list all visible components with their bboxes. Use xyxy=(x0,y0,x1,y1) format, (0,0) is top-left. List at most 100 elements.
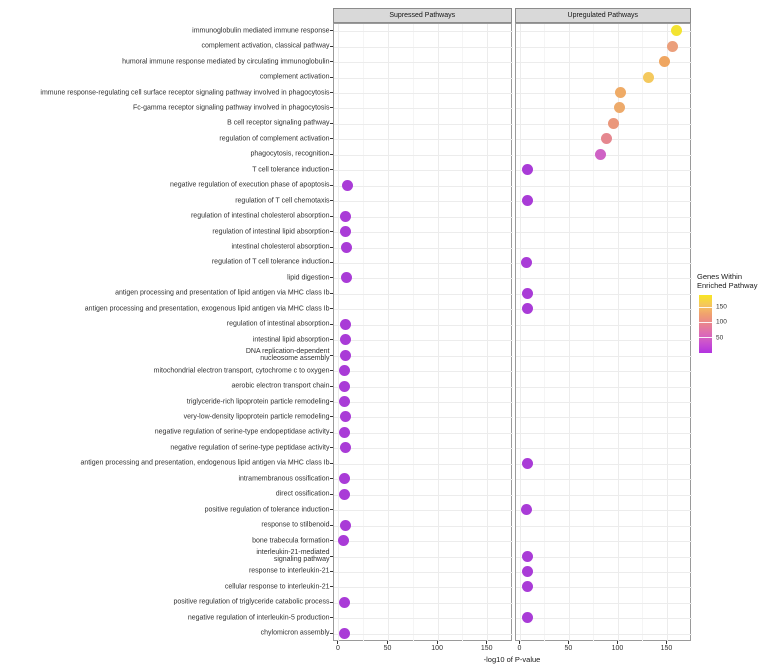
y-axis-tick xyxy=(330,184,333,186)
pathway-label: immunoglobulin mediated immune response xyxy=(192,27,330,35)
data-point[interactable] xyxy=(613,102,625,114)
y-axis-tick xyxy=(330,601,333,603)
data-point[interactable] xyxy=(341,272,353,284)
data-point[interactable] xyxy=(340,411,352,423)
pathway-label: very-low-density lipoprotein particle re… xyxy=(183,413,330,421)
data-point[interactable] xyxy=(340,318,352,330)
gridline-vertical-minor xyxy=(544,24,546,642)
data-point[interactable] xyxy=(340,519,352,531)
data-point[interactable] xyxy=(340,349,352,361)
data-point[interactable] xyxy=(520,256,532,268)
y-axis-tick xyxy=(330,416,333,418)
data-point[interactable] xyxy=(340,334,352,346)
y-axis-tick xyxy=(330,555,333,557)
data-point[interactable] xyxy=(521,565,533,577)
data-point[interactable] xyxy=(670,25,682,37)
data-point[interactable] xyxy=(608,117,620,129)
data-point[interactable] xyxy=(521,287,533,299)
legend-colorbar-tick xyxy=(699,306,712,308)
data-point[interactable] xyxy=(659,56,671,68)
legend-colorbar-tick xyxy=(699,337,712,339)
gridline-horizontal xyxy=(515,510,692,512)
gridline-horizontal xyxy=(334,340,513,342)
gridline-horizontal xyxy=(515,278,692,280)
gridline-horizontal xyxy=(334,494,513,496)
data-point[interactable] xyxy=(614,87,626,99)
gridline-vertical-major xyxy=(388,24,390,642)
pathway-label: response to interleukin-21 xyxy=(248,567,330,575)
pathway-label: cellular response to interleukin-21 xyxy=(224,583,330,591)
gridline-horizontal xyxy=(515,201,692,203)
pathway-label: negative regulation of serine-type pepti… xyxy=(170,444,330,452)
pathway-label: direct ossification xyxy=(275,490,330,498)
y-axis-tick xyxy=(330,169,333,171)
pathway-label: lipid digestion xyxy=(287,274,330,282)
y-axis-tick xyxy=(330,30,333,32)
pathway-label: regulation of intestinal absorption xyxy=(226,320,330,328)
y-axis-tick xyxy=(330,354,333,356)
data-point[interactable] xyxy=(338,535,350,547)
data-point[interactable] xyxy=(521,581,533,593)
data-point[interactable] xyxy=(339,380,351,392)
pathway-label: positive regulation of triglyceride cata… xyxy=(173,598,330,606)
pathway-label: complement activation xyxy=(259,73,330,81)
gridline-horizontal xyxy=(515,340,692,342)
gridline-horizontal xyxy=(515,463,692,465)
data-point[interactable] xyxy=(339,473,351,485)
x-axis-tick xyxy=(436,641,438,644)
y-axis-tick xyxy=(330,92,333,94)
data-point[interactable] xyxy=(521,195,533,207)
facet-strip-suppressed: Supressed Pathways xyxy=(333,8,512,23)
data-point[interactable] xyxy=(340,442,352,454)
gridline-horizontal xyxy=(515,618,692,620)
gridline-vertical-major xyxy=(338,24,340,642)
x-tick-label: 0 xyxy=(517,645,522,652)
data-point[interactable] xyxy=(521,612,533,624)
y-axis-tick xyxy=(330,76,333,78)
pathway-label: regulation of intestinal cholesterol abs… xyxy=(190,212,330,220)
data-point[interactable] xyxy=(521,550,533,562)
data-point[interactable] xyxy=(601,133,613,145)
data-point[interactable] xyxy=(520,504,532,516)
data-point[interactable] xyxy=(341,241,353,253)
data-point[interactable] xyxy=(339,596,351,608)
x-tick-label: 100 xyxy=(611,645,624,652)
gridline-horizontal xyxy=(334,448,513,450)
gridline-horizontal xyxy=(515,371,692,373)
data-point[interactable] xyxy=(339,396,351,408)
y-axis-tick xyxy=(330,292,333,294)
data-point[interactable] xyxy=(340,210,352,222)
pathway-label: positive regulation of tolerance inducti… xyxy=(204,506,330,514)
pathway-label: response to stilbenoid xyxy=(261,521,330,529)
data-point[interactable] xyxy=(339,365,351,377)
data-point[interactable] xyxy=(339,488,351,500)
gridline-horizontal xyxy=(515,432,692,434)
y-axis-tick xyxy=(330,524,333,526)
data-point[interactable] xyxy=(340,226,352,238)
data-point[interactable] xyxy=(595,148,607,160)
y-axis-tick xyxy=(330,339,333,341)
gridline-horizontal xyxy=(334,633,513,635)
gridline-vertical-major xyxy=(487,24,489,642)
data-point[interactable] xyxy=(521,164,533,176)
data-point[interactable] xyxy=(643,71,655,83)
y-axis-tick xyxy=(330,200,333,202)
gridline-horizontal xyxy=(334,355,513,357)
x-tick-label: 100 xyxy=(431,645,443,652)
data-point[interactable] xyxy=(666,40,678,52)
y-axis-tick xyxy=(330,462,333,464)
y-axis-tick xyxy=(330,478,333,480)
gridline-horizontal xyxy=(515,293,692,295)
gridline-horizontal xyxy=(334,247,513,249)
pathway-label: intramembranous ossification xyxy=(238,475,330,483)
gridline-horizontal xyxy=(334,602,513,604)
data-point[interactable] xyxy=(521,457,533,469)
gridline-horizontal xyxy=(515,525,692,527)
data-point[interactable] xyxy=(342,179,354,191)
data-point[interactable] xyxy=(339,426,351,438)
data-point[interactable] xyxy=(339,627,351,639)
data-point[interactable] xyxy=(521,303,533,315)
x-tick-label: 0 xyxy=(336,645,340,652)
pathway-label: B cell receptor signaling pathway xyxy=(227,119,330,127)
